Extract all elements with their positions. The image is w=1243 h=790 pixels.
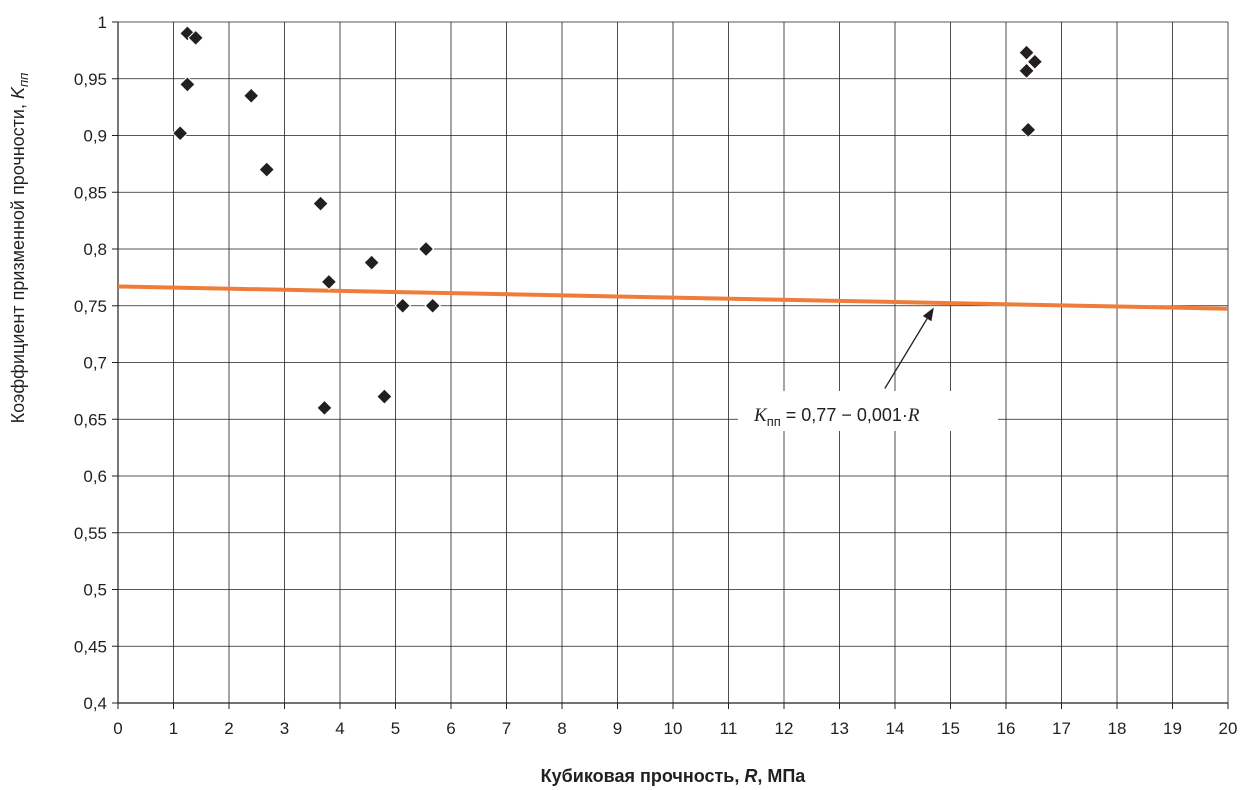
data-point — [258, 161, 275, 178]
annotation-arrow-line — [884, 318, 928, 389]
data-point — [1018, 62, 1035, 80]
x-axis-title-unit: , МПа — [757, 766, 806, 786]
y-axis-title-subscript: пп — [16, 73, 31, 87]
data-point — [179, 76, 196, 93]
annotation-symbol: K — [753, 405, 768, 426]
data-point — [316, 399, 333, 417]
y-tick-label: 0,75 — [74, 297, 107, 316]
data-point — [424, 297, 441, 314]
data-point — [376, 388, 393, 405]
annotation-box — [738, 391, 998, 431]
x-tick-label: 17 — [1052, 719, 1071, 738]
y-tick-label: 0,7 — [83, 354, 107, 373]
y-tick-labels: 0,4 0,45 0,5 0,55 0,6 0,65 0,7 0,75 0,8 0,85 0,9 0,… — [74, 13, 107, 713]
x-tick-label: 3 — [280, 719, 289, 738]
x-tick-label: 18 — [1108, 719, 1127, 738]
x-axis-title-symbol: R — [744, 766, 757, 786]
data-points — [171, 25, 1044, 417]
annotation-subscript: пп — [767, 414, 781, 429]
data-point — [320, 273, 338, 291]
y-tick-label: 1 — [98, 13, 107, 32]
x-tick-label: 13 — [830, 719, 849, 738]
y-tick-label: 0,95 — [74, 70, 107, 89]
trend-line-group — [117, 284, 1229, 311]
y-tick-label: 0,45 — [74, 637, 107, 656]
x-tick-label: 12 — [775, 719, 794, 738]
axes — [112, 21, 1229, 709]
x-tick-label: 9 — [613, 719, 622, 738]
data-point — [242, 87, 260, 104]
data-point — [417, 240, 435, 258]
x-tick-label: 20 — [1219, 719, 1238, 738]
x-tick-label: 8 — [557, 719, 566, 738]
annotation-arrow-head — [922, 307, 934, 322]
y-tick-label: 0,4 — [83, 694, 107, 713]
data-point — [312, 195, 329, 212]
trend-line — [117, 284, 1229, 311]
x-tick-label: 15 — [941, 719, 960, 738]
x-tick-label: 5 — [391, 719, 400, 738]
x-tick-label: 2 — [224, 719, 233, 738]
x-tick-label: 7 — [502, 719, 511, 738]
data-point — [1026, 53, 1044, 70]
y-tick-label: 0,5 — [83, 581, 107, 600]
x-tick-label: 1 — [169, 719, 178, 738]
x-axis-title: Кубиковая прочность, R, МПа — [541, 766, 807, 786]
grid-lines — [118, 21, 1229, 703]
annotation-formula: = 0,77 − 0,001· — [781, 405, 908, 425]
x-tick-label: 0 — [113, 719, 122, 738]
y-tick-label: 0,6 — [83, 467, 107, 486]
x-tick-label: 11 — [720, 719, 738, 738]
y-tick-label: 0,85 — [74, 183, 107, 202]
data-point — [187, 29, 204, 47]
x-tick-label: 10 — [664, 719, 683, 738]
y-tick-label: 0,9 — [83, 127, 107, 146]
x-tick-label: 19 — [1163, 719, 1182, 738]
y-axis-title: Коэффициент призменной прочности, Kпп — [8, 73, 31, 424]
data-point — [171, 125, 189, 142]
data-point — [394, 297, 411, 314]
y-tick-label: 0,8 — [83, 240, 107, 259]
y-axis-title-symbol: K — [8, 86, 28, 99]
data-point — [1018, 44, 1035, 61]
x-tick-label: 14 — [886, 719, 905, 738]
data-point — [1019, 121, 1037, 139]
y-tick-label: 0,65 — [74, 410, 107, 429]
equation-annotation: Kпп = 0,77 − 0,001·R — [738, 307, 998, 431]
data-point — [363, 254, 380, 271]
annotation-variable: R — [907, 405, 920, 426]
x-tick-labels: 0 1 2 3 4 5 6 7 8 9 10 11 12 13 14 15 16 17 18 19 20 — [113, 719, 1237, 738]
x-axis-title-text: Кубиковая прочность, — [541, 766, 745, 786]
y-tick-label: 0,55 — [74, 524, 107, 543]
annotation-equation: Kпп = 0,77 − 0,001·R — [753, 405, 920, 429]
x-tick-label: 6 — [446, 719, 455, 738]
y-axis-title-text: Коэффициент призменной прочности, — [8, 99, 28, 423]
x-tick-label: 4 — [335, 719, 344, 738]
x-tick-label: 16 — [997, 719, 1016, 738]
